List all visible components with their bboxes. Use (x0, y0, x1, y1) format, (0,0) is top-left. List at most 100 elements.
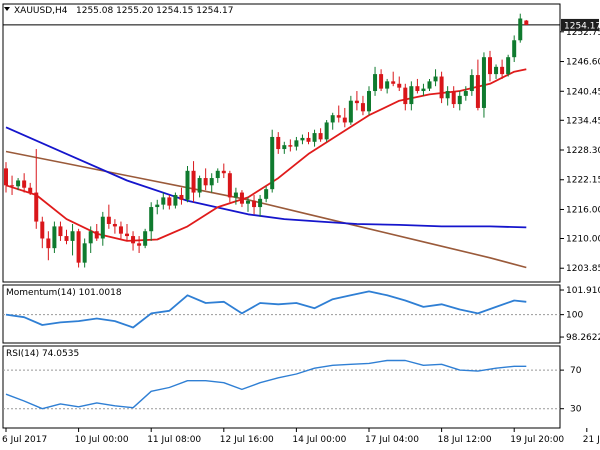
candle-body (227, 173, 232, 198)
ma-mid-line (5, 126, 527, 229)
candle-body (82, 243, 87, 263)
price-y-tick-label: 1240.45 (566, 87, 600, 97)
x-tick-label: 19 Jul 20:00 (510, 435, 564, 445)
candle-body (179, 194, 184, 200)
candle-body (167, 197, 172, 206)
price-y-tick-label: 1203.85 (566, 264, 600, 274)
symbol-title: XAUUSD,H4 (14, 6, 68, 16)
candle-body (239, 192, 244, 204)
candle-body (137, 243, 142, 246)
rsi-y-tick-label: 70 (570, 366, 582, 376)
candle-body (488, 57, 492, 75)
candle-body (518, 18, 523, 41)
candle-body (16, 180, 21, 187)
candle-body (34, 192, 39, 222)
price-y-tick-label: 1216.00 (566, 205, 600, 215)
candle-body (348, 100, 353, 123)
candle-body (70, 231, 75, 241)
candle-body (282, 145, 287, 150)
candle-body (112, 223, 117, 227)
candle-body (312, 133, 317, 142)
x-tick-label: 17 Jul 04:00 (365, 435, 419, 445)
candle-body (457, 95, 462, 105)
candle-body (58, 226, 63, 237)
candle-body (427, 81, 432, 89)
rsi-line (5, 359, 527, 410)
current-price-label: 1254.17 (564, 21, 600, 31)
price-y-tick-label: 1246.60 (566, 58, 600, 68)
candle-body (46, 238, 51, 249)
candle-body (173, 194, 178, 206)
candle-body (143, 231, 148, 246)
price-y-tick-label: 1210.00 (566, 234, 600, 244)
panel-frame-mom (2, 284, 561, 344)
candle-body (76, 231, 81, 263)
panel-frame-price (2, 3, 561, 283)
candle-body (10, 185, 15, 187)
candle-body (22, 180, 27, 188)
x-tick-label: 12 Jul 16:00 (220, 435, 274, 445)
candle-body (330, 115, 335, 123)
candle-body (360, 103, 365, 112)
candle-body (215, 170, 220, 179)
candle-body (391, 81, 396, 84)
candle-body (161, 197, 166, 205)
ma-slow-line (5, 150, 527, 269)
candle-body (258, 198, 263, 208)
price-y-tick-label: 1222.15 (566, 176, 600, 186)
candle-body (197, 178, 202, 193)
ohlc-readout: 1255.08 1255.20 1254.15 1254.17 (76, 6, 233, 16)
candle-body (270, 136, 275, 190)
candle-body (94, 231, 99, 239)
x-tick-label: 18 Jul 12:00 (438, 435, 492, 445)
candle-body (221, 170, 226, 174)
price-y-tick-label: 1234.45 (566, 116, 600, 126)
candle-body (264, 189, 269, 199)
collapse-triangle-icon[interactable] (4, 7, 10, 11)
momentum-line (5, 290, 527, 329)
candle-body (500, 66, 505, 75)
candle-body (306, 137, 311, 142)
candle-body (288, 145, 293, 147)
current-price-label-box (561, 18, 599, 31)
candle-body (506, 57, 511, 75)
candle-body (131, 236, 136, 244)
candle-body (445, 91, 450, 99)
candle-body (318, 133, 323, 140)
candle-body (439, 76, 444, 99)
x-tick-label: 21 Jul 04:00 (583, 435, 600, 445)
x-tick-label: 6 Jul 2017 (2, 435, 47, 445)
candle-body (336, 115, 341, 118)
momentum-title: Momentum(14) 101.0018 (6, 288, 122, 298)
candle-body (379, 74, 384, 89)
candle-body (118, 226, 123, 234)
candle-body (203, 178, 208, 186)
candle-body (100, 216, 105, 239)
candle-body (512, 40, 517, 58)
x-tick-label: 11 Jul 08:00 (147, 435, 201, 445)
price-y-tick-label: 1228.30 (566, 146, 600, 156)
candle-body (40, 221, 45, 239)
candle-body (246, 200, 250, 204)
candle-body (367, 91, 371, 112)
rsi-y-tick-label: 30 (570, 405, 582, 415)
candle-body (233, 192, 238, 198)
candle-body (421, 88, 426, 92)
momentum-y-tick-label: 101.9106 (566, 286, 600, 296)
candle-body (191, 170, 196, 193)
candle-body (276, 136, 281, 150)
candle-body (451, 91, 456, 105)
candle-body (52, 226, 57, 249)
candle-body (385, 81, 390, 89)
candle-body (125, 233, 129, 237)
candle-body (185, 170, 190, 200)
candle-body (433, 76, 438, 82)
momentum-y-tick-label: 98.2622 (566, 333, 600, 343)
candle-body (209, 178, 214, 186)
candle-body (354, 100, 359, 104)
candle-body (294, 140, 299, 147)
candle-body (415, 86, 420, 92)
candle-body (463, 91, 468, 96)
